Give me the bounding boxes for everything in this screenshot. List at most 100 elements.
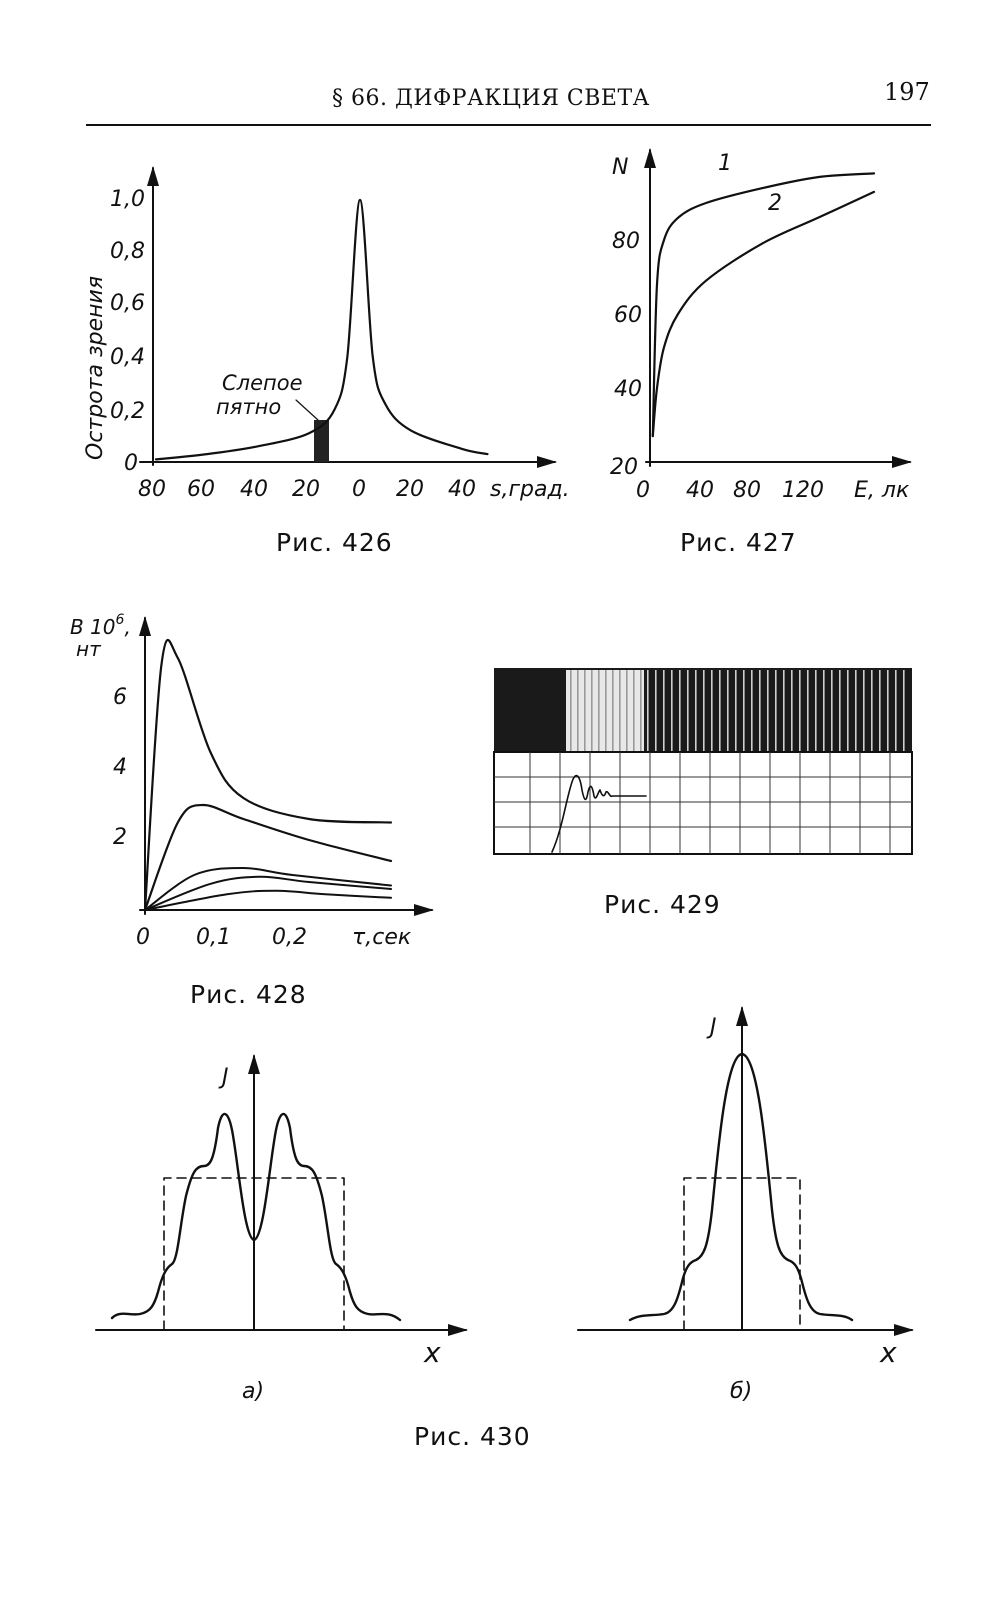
fig428-xtick: 0,2: [272, 925, 307, 950]
fig428-caption: Рис. 428: [190, 980, 307, 1009]
fig426-ylabel: Острота зрения: [83, 276, 108, 460]
fig428-ylabel-unit: нт: [76, 637, 102, 661]
fig427-ytick: 20: [610, 455, 638, 480]
fig429-fringe: [647, 670, 649, 752]
fig429-oscillogram-grid: [493, 751, 913, 855]
fig429-grid-lines: [494, 752, 912, 854]
fig430a-label: а): [242, 1379, 264, 1404]
fig427-caption: Рис. 427: [680, 528, 797, 557]
fig426-annotation-leader: [295, 399, 319, 421]
fig430b-ylabel: J: [706, 1015, 717, 1040]
fig429-fringe: [591, 670, 593, 752]
fig430b-slit-profile: [683, 1177, 801, 1331]
fig429-fringe: [598, 670, 600, 752]
fig430b-label: б): [730, 1379, 752, 1404]
fig429-fringe: [775, 670, 777, 752]
fig430b-xlabel: x: [879, 1336, 897, 1369]
fig429-fringe: [605, 670, 607, 752]
fig426-acuity-curve: [154, 198, 489, 461]
fig429-fringe: [847, 670, 849, 752]
fig426-xtick: 20: [292, 477, 320, 502]
fig429-fringe: [823, 670, 825, 752]
fig429-fringe: [879, 670, 881, 752]
fig429-fringe: [831, 670, 833, 752]
fig428-ytick: 2: [113, 825, 127, 850]
fig426-ytick: 0,4: [110, 345, 145, 370]
fig429-fringe: [679, 670, 681, 752]
fig427: N 20 40 60 80 0 40 80 120 E, лк 1 2: [610, 148, 912, 503]
fig429-fringe: [695, 670, 697, 752]
fig429-fringe: [719, 670, 721, 752]
fig429-fringes: [570, 670, 905, 752]
page-number: 197: [884, 78, 930, 106]
fig426-xtick: 60: [187, 477, 215, 502]
fig429-photograph: [493, 668, 913, 855]
fig429-fringe: [767, 670, 769, 752]
fig428-ylabel: B 106,: [70, 612, 131, 639]
fig429-fringe: [570, 670, 572, 752]
fig429-fringe: [727, 670, 729, 752]
fig427-xtick: 0: [636, 478, 650, 503]
fig426-blind-spot: [314, 420, 329, 462]
fig427-series-label: 2: [768, 191, 782, 216]
running-head: § 66. ДИФРАКЦИЯ СВЕТА: [332, 86, 650, 111]
fig428-xtick: 0: [136, 925, 150, 950]
fig426-xtick: 40: [240, 477, 268, 502]
fig427-series-1: [651, 172, 876, 438]
fig429-fringe: [759, 670, 761, 752]
fig426-xtick: 0: [352, 477, 366, 502]
fig426-xtick: 20: [396, 477, 424, 502]
fig426-ytick: 0: [124, 451, 138, 476]
fig429-fringe: [903, 670, 905, 752]
fig429-fringe: [703, 670, 705, 752]
header-rule: [86, 124, 931, 126]
fig429-fringe: [815, 670, 817, 752]
fig428-curve: [143, 803, 393, 912]
fig429-fringe: [633, 670, 635, 752]
fig427-ytick: 60: [614, 303, 642, 328]
fig426-ytick: 0,2: [110, 399, 145, 424]
fig429-fringe: [640, 670, 642, 752]
fig427-xtick: 40: [686, 478, 714, 503]
fig426-xtick: 80: [138, 477, 166, 502]
fig427-xtick: 80: [733, 478, 761, 503]
fig430b-intensity-curve: [628, 1052, 854, 1322]
fig429-fringe: [655, 670, 657, 752]
fig429-caption: Рис. 429: [604, 890, 721, 919]
fig429-fringe: [743, 670, 745, 752]
fig429-fringe: [584, 670, 586, 752]
fig429-fringe: [663, 670, 665, 752]
fig429-fringe: [863, 670, 865, 752]
fig426-ytick: 0,6: [110, 291, 145, 316]
fig426-caption: Рис. 426: [276, 528, 393, 557]
fig428-ytick: 6: [113, 685, 127, 710]
fig429-fringe: [735, 670, 737, 752]
fig429-fringe: [577, 670, 579, 752]
fig426-annotation-line1: Слепое: [222, 371, 303, 395]
fig430-panel-b: J x б): [577, 1006, 914, 1404]
fig426-annotation-line2: пятно: [216, 395, 281, 419]
fig427-series-2: [651, 190, 876, 438]
fig430-caption: Рис. 430: [414, 1422, 531, 1451]
fig428-curve: [144, 889, 392, 911]
fig426: Острота зрения 0 0,2 0,4 0,6 0,8 1,0 80 …: [83, 166, 570, 502]
fig427-ytick: 40: [614, 377, 642, 402]
fig428-curve: [144, 867, 392, 911]
fig427-ytick: 80: [612, 229, 640, 254]
fig427-xtick: 120: [782, 478, 824, 503]
fig430-panel-a: J x а): [95, 1054, 468, 1404]
fig427-ylabel: N: [612, 155, 628, 180]
fig429-fringe: [612, 670, 614, 752]
fig429-fringe: [839, 670, 841, 752]
fig429-fringe: [895, 670, 897, 752]
fig426-xlabel: s,град.: [490, 477, 570, 502]
fig427-xlabel: E, лк: [854, 478, 910, 503]
fig430a-xlabel: x: [423, 1336, 441, 1369]
fig429-fringe: [791, 670, 793, 752]
fig428-xtick: 0,1: [196, 925, 231, 950]
fig429-fringe: [783, 670, 785, 752]
fig429-trace: [551, 774, 647, 853]
fig428-curve: [143, 638, 393, 912]
fig428: B 106, нт 2 4 6 0 0,1 0,2 τ,сек: [70, 612, 434, 950]
